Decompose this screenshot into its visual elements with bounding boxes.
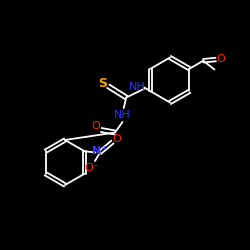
Text: N⁺: N⁺ [92, 146, 108, 156]
Text: O: O [112, 134, 121, 144]
Text: NH: NH [114, 110, 131, 120]
Text: NH: NH [128, 82, 145, 92]
Text: O: O [217, 54, 226, 64]
Text: S: S [98, 77, 107, 90]
Text: O: O [92, 121, 100, 131]
Text: O⁻: O⁻ [84, 163, 98, 173]
